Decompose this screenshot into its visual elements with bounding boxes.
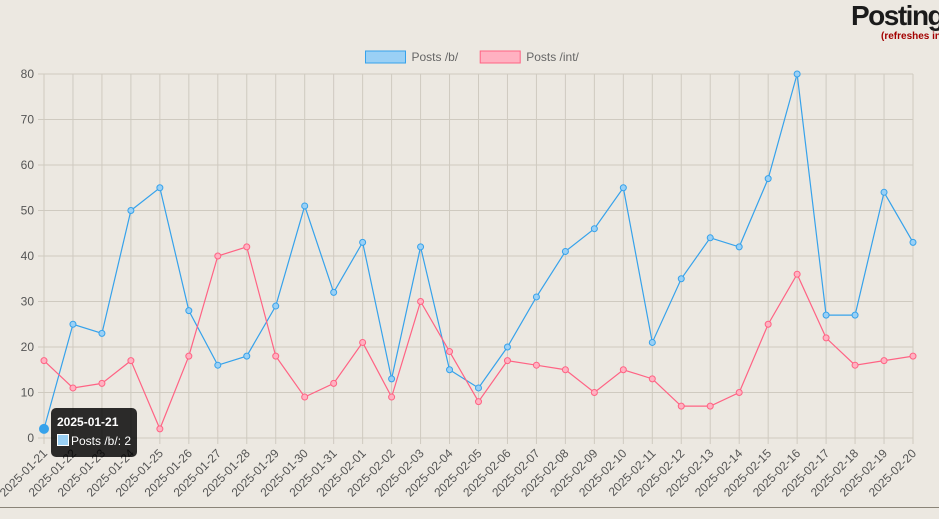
data-point bbox=[70, 385, 76, 391]
data-point bbox=[504, 344, 510, 350]
tooltip-title: 2025-01-21 bbox=[57, 413, 131, 432]
data-point bbox=[244, 353, 250, 359]
data-point bbox=[852, 362, 858, 368]
data-point bbox=[533, 362, 539, 368]
y-tick-label: 10 bbox=[21, 386, 35, 400]
y-tick-label: 20 bbox=[21, 340, 35, 354]
legend-item: Posts /b/ bbox=[366, 50, 459, 64]
data-point bbox=[70, 321, 76, 327]
data-point bbox=[360, 339, 366, 345]
data-point bbox=[99, 380, 105, 386]
data-point bbox=[157, 185, 163, 191]
data-point bbox=[215, 253, 221, 259]
data-point bbox=[765, 321, 771, 327]
data-point bbox=[852, 312, 858, 318]
tooltip-swatch bbox=[57, 434, 69, 446]
data-point bbox=[678, 403, 684, 409]
y-tick-label: 30 bbox=[21, 295, 35, 309]
data-point bbox=[99, 330, 105, 336]
data-point bbox=[447, 349, 453, 355]
data-point bbox=[273, 353, 279, 359]
y-tick-label: 50 bbox=[21, 204, 35, 218]
y-tick-label: 60 bbox=[21, 158, 35, 172]
data-point bbox=[736, 390, 742, 396]
data-point bbox=[476, 399, 482, 405]
data-point bbox=[765, 176, 771, 182]
data-point bbox=[331, 380, 337, 386]
data-point bbox=[533, 294, 539, 300]
tooltip-row: Posts /b/: 2 bbox=[57, 432, 131, 451]
data-point bbox=[823, 312, 829, 318]
data-point bbox=[273, 303, 279, 309]
data-point bbox=[823, 335, 829, 341]
data-point bbox=[389, 394, 395, 400]
data-point bbox=[707, 235, 713, 241]
data-point bbox=[910, 353, 916, 359]
data-point bbox=[881, 358, 887, 364]
data-point bbox=[389, 376, 395, 382]
data-point bbox=[620, 185, 626, 191]
y-tick-label: 80 bbox=[21, 67, 35, 81]
data-point bbox=[244, 244, 250, 250]
data-point bbox=[128, 208, 134, 214]
data-point bbox=[418, 299, 424, 305]
data-point bbox=[620, 367, 626, 373]
data-point bbox=[128, 358, 134, 364]
data-point bbox=[707, 403, 713, 409]
legend-item: Posts /int/ bbox=[480, 50, 579, 64]
data-point bbox=[591, 226, 597, 232]
data-point bbox=[41, 358, 47, 364]
data-point bbox=[302, 394, 308, 400]
data-point bbox=[794, 71, 800, 77]
legend-label: Posts /int/ bbox=[526, 50, 579, 64]
data-point bbox=[215, 362, 221, 368]
chart-series bbox=[40, 71, 917, 433]
data-point bbox=[562, 367, 568, 373]
data-point bbox=[418, 244, 424, 250]
chart-tooltip: 2025-01-21 Posts /b/: 2 bbox=[51, 408, 137, 457]
data-point bbox=[504, 358, 510, 364]
data-point bbox=[302, 203, 308, 209]
data-point bbox=[736, 244, 742, 250]
data-point bbox=[186, 353, 192, 359]
bottom-divider bbox=[0, 507, 939, 508]
data-point bbox=[476, 385, 482, 391]
data-point bbox=[881, 189, 887, 195]
data-point bbox=[649, 339, 655, 345]
tooltip-label: Posts /b/: 2 bbox=[71, 434, 131, 448]
data-point bbox=[331, 289, 337, 295]
legend-swatch bbox=[480, 51, 520, 63]
chart-legend: Posts /b/Posts /int/ bbox=[366, 50, 580, 64]
data-point bbox=[157, 426, 163, 432]
data-point bbox=[910, 239, 916, 245]
y-tick-label: 40 bbox=[21, 249, 35, 263]
data-point bbox=[447, 367, 453, 373]
data-point bbox=[186, 308, 192, 314]
legend-label: Posts /b/ bbox=[412, 50, 459, 64]
y-tick-label: 0 bbox=[27, 431, 34, 445]
data-point bbox=[678, 276, 684, 282]
data-point bbox=[40, 424, 49, 433]
data-point bbox=[562, 248, 568, 254]
data-point bbox=[649, 376, 655, 382]
data-point bbox=[591, 390, 597, 396]
data-point bbox=[360, 239, 366, 245]
y-tick-label: 70 bbox=[21, 113, 35, 127]
legend-swatch bbox=[366, 51, 406, 63]
data-point bbox=[794, 271, 800, 277]
